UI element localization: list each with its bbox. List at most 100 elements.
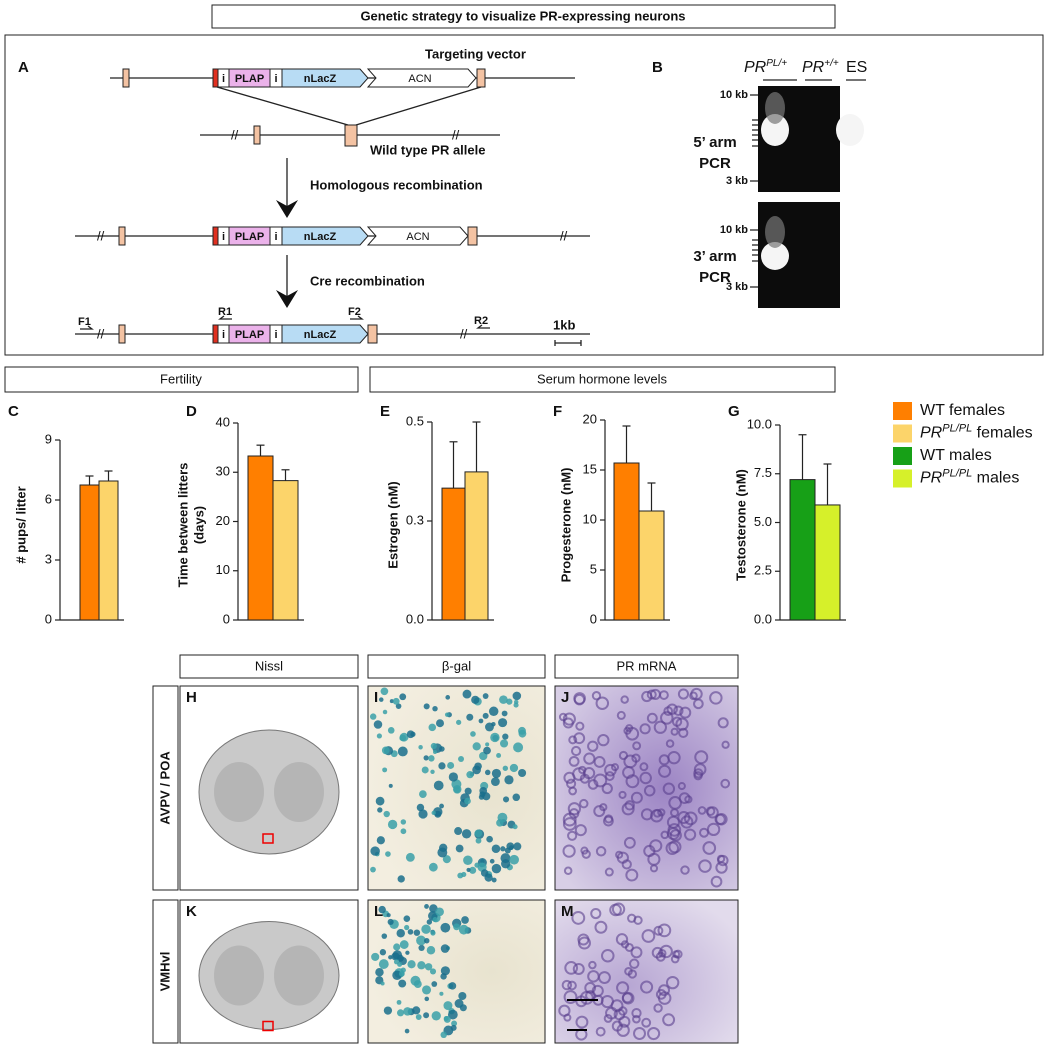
bar <box>247 455 274 621</box>
cell <box>627 969 638 979</box>
cell <box>706 822 721 837</box>
nlacz-box <box>281 324 369 344</box>
cell <box>571 745 582 757</box>
y-tick-label: 0.0 <box>754 611 772 626</box>
cell <box>376 836 385 845</box>
panel-letter: K <box>186 903 197 920</box>
element-label: i <box>274 73 277 85</box>
y-tick-label: 20 <box>583 411 597 426</box>
cell <box>604 867 614 877</box>
y-tick-label: 7.5 <box>754 465 772 480</box>
cell <box>370 846 380 856</box>
cell <box>458 756 465 763</box>
cell <box>450 1024 457 1031</box>
cell <box>469 866 477 874</box>
cell <box>407 960 416 969</box>
legend-text: males <box>972 470 1019 487</box>
cell <box>461 829 472 839</box>
cell <box>428 723 437 732</box>
cell <box>466 867 471 872</box>
cell <box>677 811 691 825</box>
cell <box>382 767 388 773</box>
cell <box>417 961 426 970</box>
cell <box>386 913 391 918</box>
cell <box>611 902 626 916</box>
cell <box>629 958 640 969</box>
cell <box>587 779 599 790</box>
cell <box>431 981 438 987</box>
cell <box>652 808 662 818</box>
primer-label: R2 <box>474 315 488 327</box>
cell <box>646 712 658 724</box>
cell <box>379 949 387 956</box>
y-axis-label: Estrogen (nM) <box>385 481 400 568</box>
arrow-head <box>276 290 298 308</box>
cell <box>597 733 610 747</box>
cell <box>643 784 656 797</box>
cell <box>393 959 400 965</box>
panel-letter: I <box>374 689 378 706</box>
cell <box>599 803 608 812</box>
element-label: i <box>222 231 225 243</box>
header-title: Genetic strategy to visualize PR-express… <box>360 8 685 23</box>
column-header-box <box>179 654 359 679</box>
cell <box>464 787 472 795</box>
brain-inner <box>214 762 264 822</box>
cell <box>573 693 586 706</box>
cell <box>639 771 652 785</box>
cell <box>466 713 474 721</box>
bar <box>272 480 299 621</box>
label: Homologous recombination <box>310 177 483 192</box>
cell <box>483 746 491 755</box>
cell <box>455 844 464 853</box>
cell <box>440 922 451 933</box>
cell <box>431 1011 441 1021</box>
cell <box>416 803 425 812</box>
nlacz-box <box>281 226 369 246</box>
primer-label: R1 <box>218 306 232 318</box>
cell <box>424 996 430 1002</box>
legend-swatch <box>893 469 912 488</box>
cell <box>378 905 386 914</box>
column-header: β-gal <box>442 658 471 673</box>
marker-label: 3 kb <box>726 175 748 187</box>
cell <box>387 918 394 926</box>
cell <box>579 798 589 809</box>
cell <box>684 828 697 841</box>
cell <box>647 1027 661 1041</box>
cell <box>416 935 426 946</box>
break: // <box>452 127 460 142</box>
y-tick-label: 10 <box>583 511 597 526</box>
cell <box>591 984 604 997</box>
cell <box>670 727 679 736</box>
cell <box>575 995 588 1008</box>
element-label: nLacZ <box>304 231 337 243</box>
cell <box>500 853 511 864</box>
cell <box>679 706 692 719</box>
cell <box>518 726 526 735</box>
cell <box>454 827 463 836</box>
element-label: ACN <box>406 231 429 243</box>
cell <box>432 706 438 712</box>
row-header-box <box>152 899 179 1044</box>
cell <box>693 768 704 779</box>
cell <box>625 726 640 741</box>
cell <box>405 950 410 955</box>
cell <box>391 952 400 961</box>
cell <box>440 944 450 953</box>
cell <box>426 946 436 955</box>
legend-label: WT females <box>920 402 1005 419</box>
cell <box>640 808 654 821</box>
cell <box>426 919 433 925</box>
bar <box>98 480 119 621</box>
legend-sup: PL/PL <box>942 422 972 434</box>
cell <box>562 817 577 831</box>
cell <box>621 802 635 816</box>
cell <box>373 720 383 729</box>
cell <box>438 762 446 770</box>
y-tick-label: 0 <box>590 611 597 626</box>
cell <box>388 955 393 960</box>
cell <box>430 742 437 750</box>
panel-letter: M <box>561 903 574 920</box>
cell <box>380 981 385 986</box>
